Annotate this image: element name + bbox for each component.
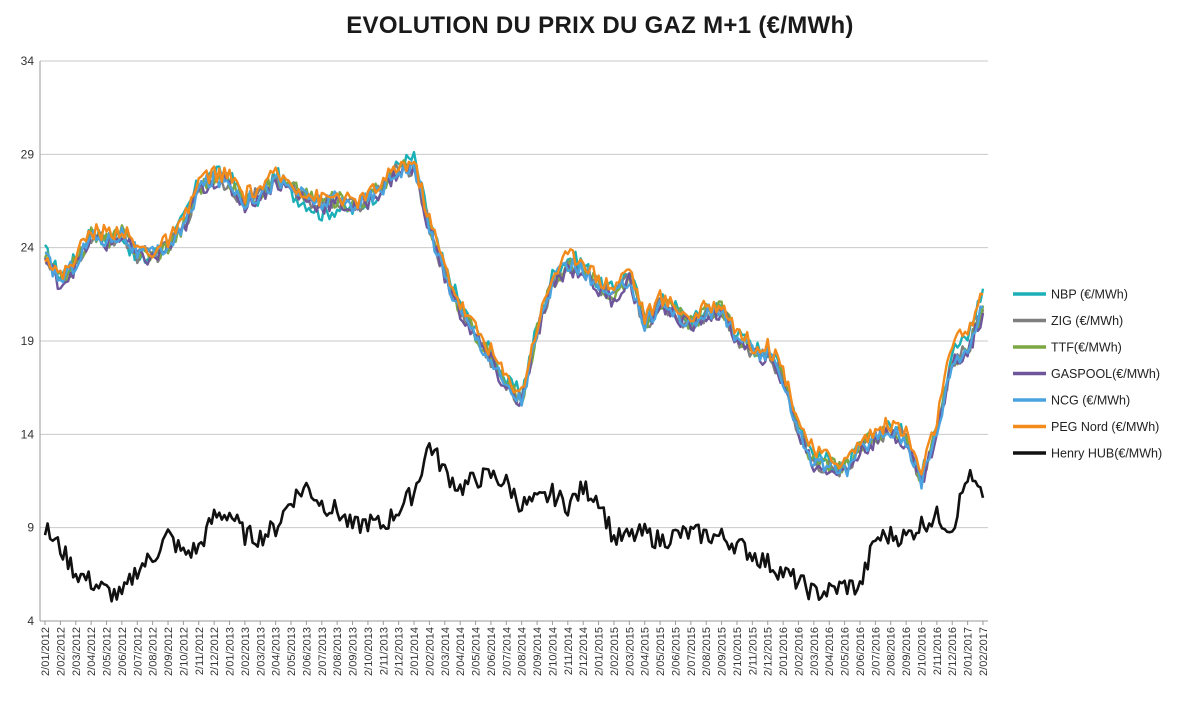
x-tick-label: 2/12/2016 xyxy=(947,627,959,676)
legend-label: NBP (€/MWh) xyxy=(1051,288,1128,302)
series-line-ncg xyxy=(44,161,984,490)
legend-label: TTF(€/MWh) xyxy=(1051,341,1122,355)
x-tick-label: 2/11/2013 xyxy=(378,627,390,675)
x-tick-label: 2/10/2016 xyxy=(916,627,928,676)
x-tick-label: 2/10/2015 xyxy=(732,627,744,676)
x-tick-label: 2/10/2014 xyxy=(547,627,559,676)
x-tick-label: 2/08/2013 xyxy=(332,627,344,676)
x-tick-label: 2/08/2015 xyxy=(701,627,713,676)
x-axis-ticks: 2/01/2012 2/02/2012 2/03/2012 2/04/2012 2/05… xyxy=(40,621,990,676)
x-tick-label: 2/07/2015 xyxy=(686,627,698,676)
legend-label: GASPOOL(€/MWh) xyxy=(1051,367,1160,381)
x-tick-label: 2/06/2012 xyxy=(117,627,129,676)
x-tick-label: 2/01/2014 xyxy=(409,627,421,676)
x-tick-label: 2/09/2016 xyxy=(901,627,913,676)
series-line-henry-hub xyxy=(43,441,985,603)
x-tick-label: 2/04/2013 xyxy=(271,627,283,676)
x-tick-label: 2/09/2015 xyxy=(717,627,729,676)
x-tick-label: 2/06/2016 xyxy=(855,627,867,676)
x-tick-label: 2/03/2013 xyxy=(255,627,267,676)
x-tick-label: 2/01/2015 xyxy=(594,627,606,676)
x-tick-label: 2/05/2013 xyxy=(286,627,298,676)
x-tick-label: 2/03/2012 xyxy=(71,627,83,676)
x-tick-label: 2/08/2012 xyxy=(148,627,160,676)
y-tick-label: 9 xyxy=(27,521,34,535)
legend-label: Henry HUB(€/MWh) xyxy=(1051,447,1162,461)
x-tick-label: 2/06/2015 xyxy=(670,627,682,676)
series-lines xyxy=(43,150,985,603)
x-tick-label: 2/01/2012 xyxy=(40,627,52,676)
y-tick-label: 24 xyxy=(21,241,35,255)
x-tick-label: 2/04/2015 xyxy=(640,627,652,676)
x-tick-label: 2/08/2014 xyxy=(517,627,529,676)
x-tick-label: 2/05/2016 xyxy=(840,627,852,676)
x-tick-label: 2/12/2014 xyxy=(578,627,590,676)
x-tick-label: 2/09/2014 xyxy=(532,627,544,676)
x-tick-label: 2/09/2012 xyxy=(163,627,175,676)
x-tick-label: 2/02/2012 xyxy=(55,627,67,676)
x-tick-label: 2/04/2016 xyxy=(824,627,836,676)
x-tick-label: 2/01/2017 xyxy=(963,627,975,676)
x-tick-label: 2/02/2017 xyxy=(978,627,990,676)
x-tick-label: 2/02/2014 xyxy=(424,627,436,676)
x-tick-label: 2/12/2013 xyxy=(394,627,406,676)
x-tick-label: 2/10/2013 xyxy=(363,627,375,676)
x-tick-label: 2/06/2014 xyxy=(486,627,498,676)
legend-label: NCG (€/MWh) xyxy=(1051,394,1130,408)
x-tick-label: 2/07/2012 xyxy=(132,627,144,676)
gridlines xyxy=(39,60,988,622)
x-tick-label: 2/11/2014 xyxy=(563,627,575,675)
y-tick-label: 19 xyxy=(21,334,35,348)
x-tick-label: 2/07/2014 xyxy=(501,627,513,676)
legend-label: ZIG (€/MWh) xyxy=(1051,314,1123,328)
x-tick-label: 2/04/2012 xyxy=(86,627,98,676)
x-tick-label: 2/11/2016 xyxy=(932,627,944,675)
x-tick-label: 2/03/2016 xyxy=(809,627,821,676)
x-tick-label: 2/03/2015 xyxy=(624,627,636,676)
x-tick-label: 2/02/2016 xyxy=(793,627,805,676)
x-tick-label: 2/06/2013 xyxy=(301,627,313,676)
y-tick-label: 34 xyxy=(21,54,35,68)
x-tick-label: 2/07/2016 xyxy=(870,627,882,676)
y-axis-ticks: 4 9 14 19 24 29 34 xyxy=(21,54,35,628)
x-tick-label: 2/05/2015 xyxy=(655,627,667,676)
series-line-ttf xyxy=(43,159,985,485)
x-tick-label: 2/01/2016 xyxy=(778,627,790,676)
y-tick-label: 4 xyxy=(27,614,34,628)
x-tick-label: 2/02/2015 xyxy=(609,627,621,676)
x-tick-label: 2/07/2013 xyxy=(317,627,329,676)
x-tick-label: 2/11/2012 xyxy=(194,627,206,675)
chart-title: EVOLUTION DU PRIX DU GAZ M+1 (€/MWh) xyxy=(346,12,854,39)
x-tick-label: 2/01/2013 xyxy=(225,627,237,676)
y-tick-label: 14 xyxy=(21,427,35,441)
x-tick-label: 2/05/2012 xyxy=(102,627,114,676)
x-tick-label: 2/12/2012 xyxy=(209,627,221,676)
series-line-nbp xyxy=(44,150,985,477)
x-tick-label: 2/05/2014 xyxy=(471,627,483,676)
x-tick-label: 2/10/2012 xyxy=(178,627,190,676)
x-tick-label: 2/09/2013 xyxy=(348,627,360,676)
x-tick-label: 2/02/2013 xyxy=(240,627,252,676)
x-tick-label: 2/08/2016 xyxy=(886,627,898,676)
x-tick-label: 2/04/2014 xyxy=(455,627,467,676)
x-tick-label: 2/12/2015 xyxy=(763,627,775,676)
x-tick-label: 2/11/2015 xyxy=(747,627,759,675)
legend: NBP (€/MWh) ZIG (€/MWh) TTF(€/MWh) GASPOOL(… xyxy=(1013,288,1162,461)
series-line-peg-nord xyxy=(44,160,984,476)
x-tick-label: 2/03/2014 xyxy=(440,627,452,676)
y-tick-label: 29 xyxy=(21,147,35,161)
legend-label: PEG Nord (€/MWh) xyxy=(1051,420,1159,434)
